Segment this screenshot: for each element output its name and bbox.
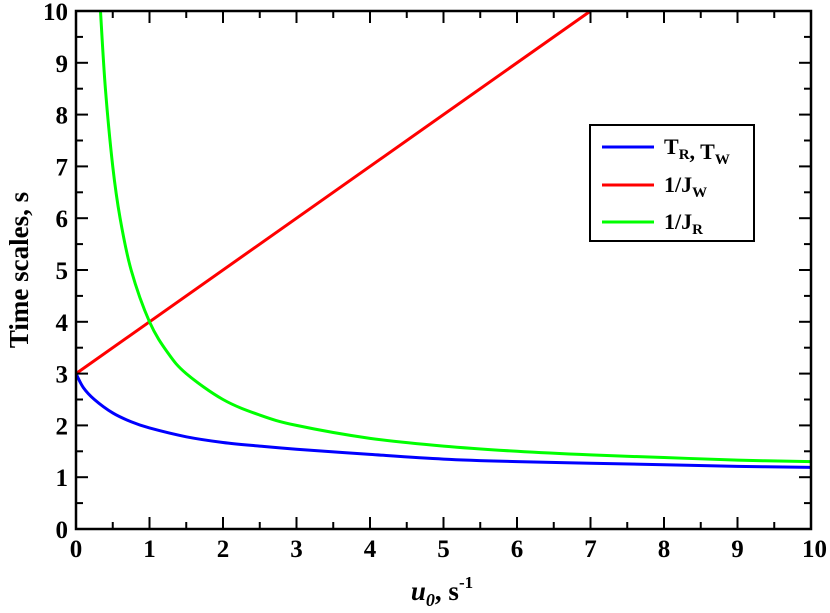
x-tick-label: 7	[584, 536, 597, 563]
y-tick-label: 3	[56, 362, 69, 389]
y-tick-label: 2	[56, 413, 69, 440]
legend-label-tr-tw: TR, TW	[664, 134, 730, 168]
x-tick-label: 3	[290, 536, 303, 563]
y-tick-label: 7	[56, 154, 69, 181]
series-line-inv-jr	[98, 11, 811, 464]
y-tick-label: 1	[56, 465, 69, 492]
x-tick-label: 2	[217, 536, 230, 563]
legend: TR, TW 1/JW 1/JR	[589, 124, 755, 242]
series-line-tr-tw	[76, 372, 811, 469]
y-tick-label: 9	[56, 51, 69, 78]
y-tick-label: 5	[56, 258, 69, 285]
x-tick-label: 6	[511, 536, 524, 563]
y-tick-label: 0	[56, 517, 69, 544]
x-tick-label: 5	[437, 536, 450, 563]
x-axis-title-var: u	[411, 576, 426, 606]
legend-box	[589, 124, 755, 242]
y-axis-title: Time scales, s	[4, 192, 34, 348]
x-tick-label: 1	[143, 536, 156, 563]
tick-layer	[75, 10, 812, 530]
legend-label-inv-jr: 1/JR	[664, 209, 703, 238]
y-tick-label: 6	[56, 206, 69, 233]
y-tick-label: 10	[43, 0, 68, 26]
x-tick-label: 10	[802, 536, 827, 563]
series-layer	[76, 11, 811, 469]
x-axis-title: u0, s-1	[411, 573, 473, 610]
y-tick-label: 8	[56, 103, 69, 130]
series-line-inv-jw	[76, 11, 592, 375]
x-tick-label: 4	[364, 536, 377, 563]
x-axis-title-sub: 0	[426, 590, 435, 610]
x-axis-title-sup: -1	[459, 573, 473, 592]
tick-label-layer: 0 1 2 3 4 5 6 7 8 9 10 0 1 2 3 4 5 6 7 8 9 10	[43, 0, 827, 563]
y-tick-label: 4	[56, 310, 69, 337]
legend-label-inv-jw: 1/JW	[664, 172, 707, 201]
x-tick-label: 0	[70, 536, 83, 563]
x-tick-label: 9	[731, 536, 744, 563]
x-tick-label: 8	[658, 536, 671, 563]
x-axis-title-unit: , s	[435, 576, 459, 606]
